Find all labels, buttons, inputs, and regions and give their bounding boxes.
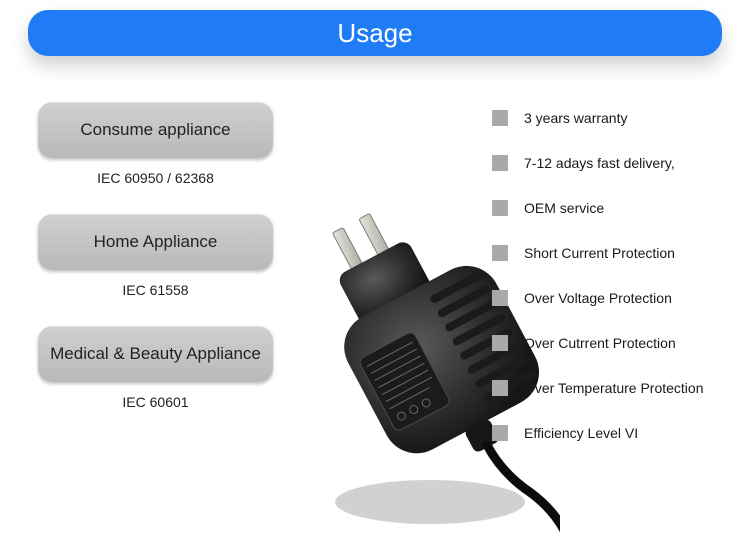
- feature-row: OEM service: [492, 192, 704, 224]
- bullet-icon: [492, 335, 508, 351]
- bullet-icon: [492, 110, 508, 126]
- categories-column: Consume appliance IEC 60950 / 62368 Home…: [0, 102, 320, 428]
- header-banner: Usage: [28, 10, 722, 56]
- category-label: Consume appliance: [80, 120, 230, 140]
- feature-text: Short Current Protection: [524, 245, 675, 261]
- bullet-icon: [492, 290, 508, 306]
- bullet-icon: [492, 425, 508, 441]
- feature-row: 7-12 adays fast delivery,: [492, 147, 704, 179]
- feature-text: Over Temperature Protection: [524, 380, 704, 396]
- feature-row: Over Voltage Protection: [492, 282, 704, 314]
- bullet-icon: [492, 155, 508, 171]
- feature-text: Over Voltage Protection: [524, 290, 672, 306]
- feature-row: 3 years warranty: [492, 102, 704, 134]
- category-label: Medical & Beauty Appliance: [50, 344, 261, 364]
- feature-text: OEM service: [524, 200, 604, 216]
- content-area: Consume appliance IEC 60950 / 62368 Home…: [0, 102, 750, 428]
- category-label: Home Appliance: [94, 232, 218, 252]
- category-box-medical: Medical & Beauty Appliance: [38, 326, 273, 382]
- bullet-icon: [492, 380, 508, 396]
- bullet-icon: [492, 200, 508, 216]
- feature-text: Efficiency Level VI: [524, 425, 638, 441]
- feature-row: Over Cutrrent Protection: [492, 327, 704, 359]
- features-column: 3 years warranty 7-12 adays fast deliver…: [492, 102, 704, 449]
- category-box-home: Home Appliance: [38, 214, 273, 270]
- feature-row: Over Temperature Protection: [492, 372, 704, 404]
- feature-text: 7-12 adays fast delivery,: [524, 155, 675, 171]
- feature-text: 3 years warranty: [524, 110, 627, 126]
- category-box-consume: Consume appliance: [38, 102, 273, 158]
- category-sub-medical: IEC 60601: [38, 394, 273, 410]
- feature-text: Over Cutrrent Protection: [524, 335, 676, 351]
- bullet-icon: [492, 245, 508, 261]
- feature-row: Efficiency Level VI: [492, 417, 704, 449]
- category-sub-consume: IEC 60950 / 62368: [38, 170, 273, 186]
- header-title: Usage: [337, 18, 412, 49]
- category-sub-home: IEC 61558: [38, 282, 273, 298]
- feature-row: Short Current Protection: [492, 237, 704, 269]
